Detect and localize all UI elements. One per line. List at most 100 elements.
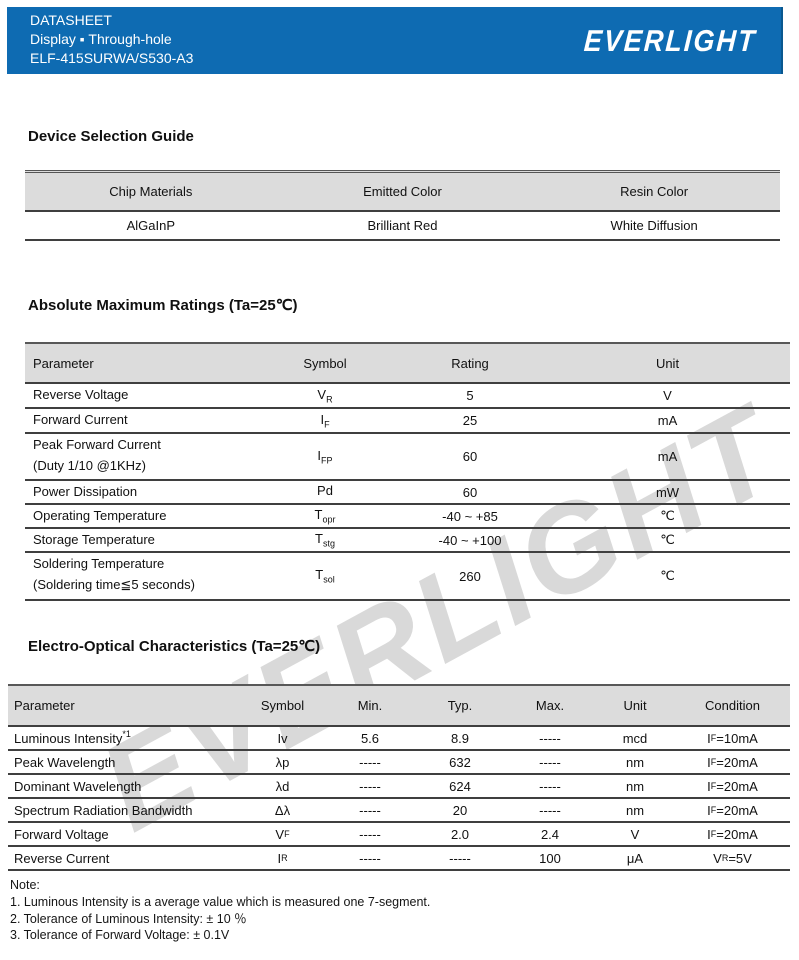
column-header: Resin Color [620, 184, 689, 199]
table-header-row: Chip Materials Emitted Color Resin Color [25, 170, 780, 212]
column-header: Parameter [33, 355, 94, 371]
column-header: Symbol [303, 355, 347, 371]
note-item: 1. Luminous Intensity is a average value… [10, 894, 431, 909]
column-header: Max. [535, 698, 565, 713]
min-value: ----- [359, 802, 381, 818]
symbol-value: Tsol [315, 567, 335, 585]
parameter-label: Storage Temperature [33, 532, 155, 547]
rating-value: -40 ~ +85 [442, 508, 498, 524]
parameter-label: Dominant Wavelength [14, 778, 142, 794]
parameter-sublabel: (Soldering time≦5 seconds) [33, 577, 195, 592]
symbol-value: IF [320, 411, 330, 430]
symbol-value: Tstg [315, 531, 335, 549]
rating-value: -40 ~ +100 [438, 532, 502, 548]
condition-value: I F =20mA [707, 802, 758, 818]
table-row: Luminous Intensity *1 Iv 5.6 8.9 ----- mc… [8, 727, 790, 751]
table-row: Forward Current IF 25 mA [25, 409, 790, 434]
min-value: ----- [359, 850, 381, 866]
parameter-sublabel: (Duty 1/10 @1KHz) [33, 458, 146, 473]
unit-value: μA [626, 850, 644, 866]
electro-optical-table: Parameter Symbol Min. Typ. Max. Unit Con… [8, 684, 790, 871]
unit-value: mA [657, 449, 678, 464]
parameter-label: Spectrum Radiation Bandwidth [14, 802, 193, 818]
table-row: Dominant Wavelength λd ----- 624 ----- n… [8, 775, 790, 799]
condition-value: V R =5V [713, 850, 752, 866]
table-header-row: Parameter Symbol Rating Unit [25, 342, 790, 384]
table-row: Peak Forward Current (Duty 1/10 @1KHz) IF… [25, 434, 790, 481]
max-value: 2.4 [540, 826, 560, 842]
unit-value: nm [625, 778, 645, 794]
unit-value: nm [625, 754, 645, 770]
min-value: ----- [359, 778, 381, 794]
unit-value: mA [657, 413, 678, 428]
part-number-label: ELF-415SURWA/S530-A3 [30, 50, 194, 66]
unit-value: mcd [622, 730, 648, 746]
min-value: ----- [359, 826, 381, 842]
table-row: Reverse Voltage VR 5 V [25, 384, 790, 409]
rating-value: 5 [466, 388, 474, 403]
symbol-value: IFP [317, 447, 333, 466]
absolute-maximum-ratings-table: Parameter Symbol Rating Unit Reverse Vol… [25, 342, 790, 601]
column-header: Rating [451, 355, 489, 371]
unit-value: ℃ [660, 508, 675, 523]
typ-value: 624 [449, 778, 471, 794]
max-value: ----- [539, 754, 561, 770]
notes-title: Note: [10, 878, 40, 892]
rating-value: 25 [462, 413, 478, 428]
rating-value: 60 [462, 449, 478, 464]
table-row: Storage Temperature Tstg -40 ~ +100 ℃ [25, 529, 790, 553]
typ-value: ----- [449, 850, 471, 866]
emitted-color-value: Brilliant Red [367, 218, 438, 233]
max-value: 100 [539, 850, 561, 866]
resin-color-value: White Diffusion [610, 218, 698, 233]
column-header: Chip Materials [109, 184, 193, 199]
parameter-label: Forward Voltage [14, 826, 109, 842]
typ-value: 2.0 [450, 826, 470, 842]
unit-value: ℃ [660, 532, 675, 547]
typ-value: 8.9 [450, 730, 470, 746]
parameter-label: Power Dissipation [33, 484, 138, 499]
unit-value: nm [625, 802, 645, 818]
column-header: Typ. [447, 698, 473, 713]
parameter-label: Peak Forward Current [33, 437, 161, 452]
section-title-device-selection: Device Selection Guide [28, 128, 194, 145]
parameter-label: Reverse Voltage [33, 387, 129, 402]
symbol-value: λp [275, 754, 290, 770]
typ-value: 20 [452, 802, 468, 818]
column-header: Parameter [14, 698, 75, 713]
symbol-value: VR [317, 386, 333, 405]
parameter-label: Reverse Current [14, 850, 110, 866]
min-value: 5.6 [360, 730, 380, 746]
symbol-value: Topr [314, 507, 336, 525]
product-category-label: Display ▪ Through-hole [30, 31, 172, 47]
section-title-absolute-maximum-ratings: Absolute Maximum Ratings (Ta=25℃) [28, 297, 298, 314]
rating-value: 60 [462, 484, 478, 500]
unit-value: V [663, 388, 672, 403]
max-value: ----- [539, 802, 561, 818]
column-header: Symbol [260, 698, 305, 713]
table-row: Soldering Temperature (Soldering time≦5 s… [25, 553, 790, 601]
condition-value: I F =20mA [707, 754, 758, 770]
column-header: Min. [357, 698, 383, 713]
parameter-label: Peak Wavelength [14, 754, 116, 770]
column-header: Unit [623, 698, 647, 713]
doc-type-label: DATASHEET [30, 12, 112, 28]
condition-value: I F =20mA [707, 826, 758, 842]
rating-value: 260 [459, 568, 481, 584]
column-header: Unit [655, 355, 680, 371]
symbol-value: λd [275, 778, 290, 794]
table-row: Operating Temperature Topr -40 ~ +85 ℃ [25, 505, 790, 529]
max-value: ----- [539, 778, 561, 794]
table-header-row: Parameter Symbol Min. Typ. Max. Unit Con… [8, 684, 790, 727]
table-row: AlGaInP Brilliant Red White Diffusion [25, 212, 780, 241]
table-row: Power Dissipation Pd 60 mW [25, 481, 790, 505]
symbol-value: Iv [277, 730, 288, 746]
parameter-label: Soldering Temperature [33, 556, 165, 571]
unit-value: V [630, 826, 640, 842]
typ-value: 632 [449, 754, 471, 770]
parameter-label: Operating Temperature [33, 508, 167, 523]
